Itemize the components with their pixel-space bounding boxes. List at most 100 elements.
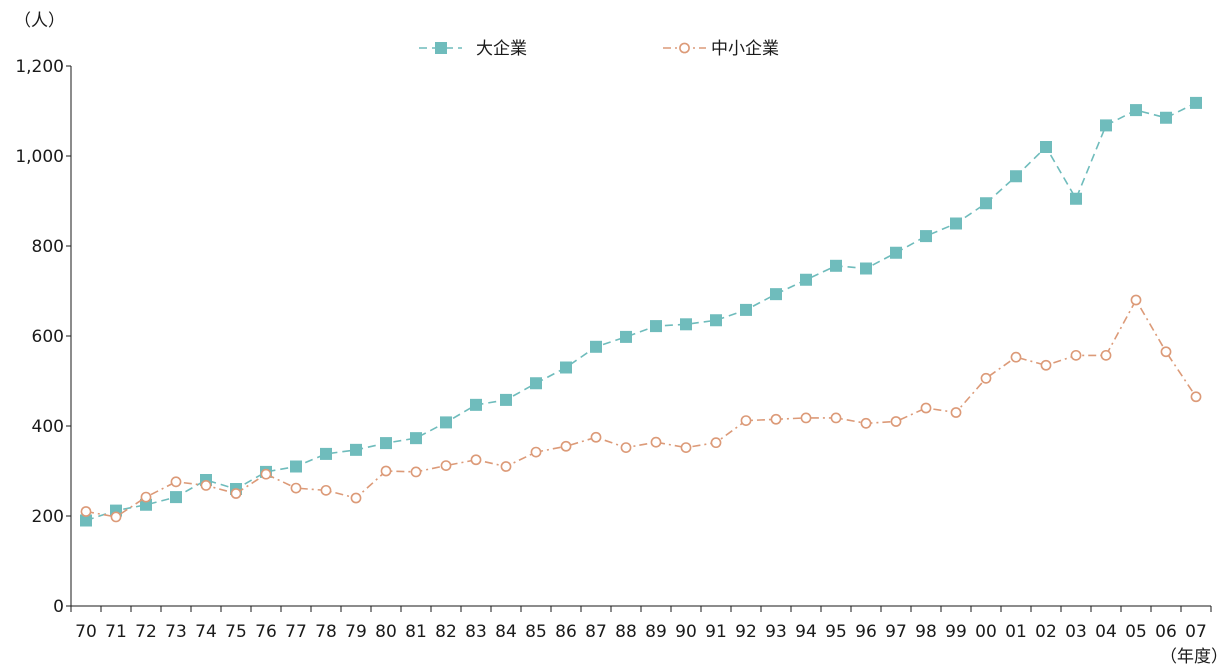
data-point-sme (710, 437, 722, 449)
x-tick-label: 82 (435, 622, 457, 642)
data-point-sme (560, 440, 572, 452)
x-tick-label: 88 (615, 622, 637, 642)
data-point-sme (860, 417, 872, 429)
x-tick-label: 73 (165, 622, 187, 642)
x-tick-label: 75 (225, 622, 247, 642)
x-tick-label: 95 (825, 622, 847, 642)
data-point-sme (800, 412, 812, 424)
data-point-sme (380, 465, 392, 477)
data-point-large-enterprise (380, 437, 392, 450)
data-point-sme (650, 436, 662, 448)
data-point-large-enterprise (1040, 141, 1052, 153)
y-tick-label: 1,000 (15, 147, 64, 167)
data-point-sme (500, 461, 512, 472)
legend-marker-sme (679, 42, 690, 54)
x-tick-label: 01 (1005, 622, 1027, 642)
y-ticks: 0 200 400 600 800 1,000 1,200 (15, 57, 71, 617)
data-point-large-enterprise (140, 498, 152, 511)
data-point-sme (1040, 359, 1052, 371)
x-tick-label: 77 (285, 622, 307, 642)
x-tick-label: 93 (765, 622, 787, 642)
x-tick-label: 06 (1155, 622, 1177, 642)
data-point-large-enterprise (560, 361, 572, 374)
x-tick-label: 98 (915, 622, 937, 642)
data-point-sme (680, 442, 692, 453)
x-tick-label: 04 (1095, 622, 1117, 642)
series-line-large-enterprise (85, 102, 1197, 522)
data-point-sme (890, 416, 902, 427)
x-tick-label: 00 (975, 622, 997, 642)
data-point-sme (1100, 349, 1112, 361)
x-tick-label: 05 (1125, 622, 1147, 642)
data-point-large-enterprise (80, 514, 92, 527)
legend-item-sme: 中小企業 (663, 39, 779, 59)
data-point-large-enterprise (1070, 192, 1082, 205)
data-point-sme (230, 488, 242, 499)
data-point-large-enterprise (410, 432, 422, 445)
data-point-sme (950, 407, 962, 418)
data-point-sme (440, 460, 452, 471)
legend-item-large-enterprise: 大企業 (419, 39, 527, 59)
data-point-large-enterprise (440, 416, 452, 429)
x-tick-label: 83 (465, 622, 487, 642)
x-tick-label: 03 (1065, 622, 1087, 642)
data-point-large-enterprise (680, 318, 692, 331)
data-point-sme (200, 479, 212, 491)
x-tick-label: 92 (735, 622, 757, 642)
data-point-sme (740, 415, 752, 426)
x-tick-label: 90 (675, 622, 697, 642)
data-point-large-enterprise (110, 504, 122, 517)
x-tick-label: 85 (525, 622, 547, 642)
x-tick-label: 86 (555, 622, 577, 642)
data-point-large-enterprise (170, 491, 182, 504)
data-point-sme (350, 492, 362, 504)
data-point-sme (620, 442, 632, 453)
data-point-sme (470, 454, 482, 466)
data-point-sme (170, 476, 182, 488)
data-point-sme (830, 412, 842, 424)
x-tick-label: 74 (195, 622, 217, 642)
legend-label-sme: 中小企業 (711, 39, 779, 59)
data-point-large-enterprise (320, 447, 332, 460)
y-tick-label: 600 (32, 327, 64, 347)
data-point-large-enterprise (650, 320, 662, 333)
x-tick-label: 80 (375, 622, 397, 642)
data-point-sme (1130, 294, 1142, 306)
data-point-sme (290, 482, 302, 494)
data-point-large-enterprise (890, 246, 902, 259)
data-point-large-enterprise (620, 330, 632, 343)
x-tick-label: 76 (255, 622, 277, 642)
y-tick-label: 400 (32, 417, 64, 437)
x-tick-label: 07 (1185, 622, 1207, 642)
series-layer (80, 96, 1202, 527)
data-point-large-enterprise (290, 460, 302, 473)
data-point-sme (1010, 351, 1022, 363)
data-point-large-enterprise (500, 393, 512, 406)
data-point-large-enterprise (800, 273, 812, 286)
data-point-sme (980, 372, 992, 384)
data-point-sme (320, 484, 332, 496)
data-point-large-enterprise (770, 288, 782, 301)
x-ticks: 70 71 72 73 74 75 76 77 78 79 80 81 82 83 84 85 86 87 88 89… (70, 606, 1212, 642)
data-point-large-enterprise (1160, 111, 1172, 124)
x-tick-label: 79 (345, 622, 367, 642)
data-point-sme (1070, 349, 1082, 361)
series-large-enterprise (80, 96, 1202, 527)
x-tick-label: 89 (645, 622, 667, 642)
data-point-large-enterprise (860, 262, 872, 275)
data-point-sme (140, 491, 152, 503)
series-sme (80, 294, 1202, 523)
y-tick-label: 200 (32, 507, 64, 527)
data-point-sme (1190, 391, 1202, 403)
x-tick-label: 84 (495, 622, 517, 642)
y-tick-label: 1,200 (15, 57, 64, 77)
data-point-sme (1160, 346, 1172, 358)
data-point-large-enterprise (950, 217, 962, 230)
data-point-large-enterprise (530, 377, 542, 390)
data-point-large-enterprise (740, 303, 752, 316)
legend: 大企業 中小企業 (419, 39, 779, 59)
x-tick-label: 71 (105, 622, 127, 642)
x-tick-label: 91 (705, 622, 727, 642)
legend-label-large-enterprise: 大企業 (476, 39, 527, 59)
